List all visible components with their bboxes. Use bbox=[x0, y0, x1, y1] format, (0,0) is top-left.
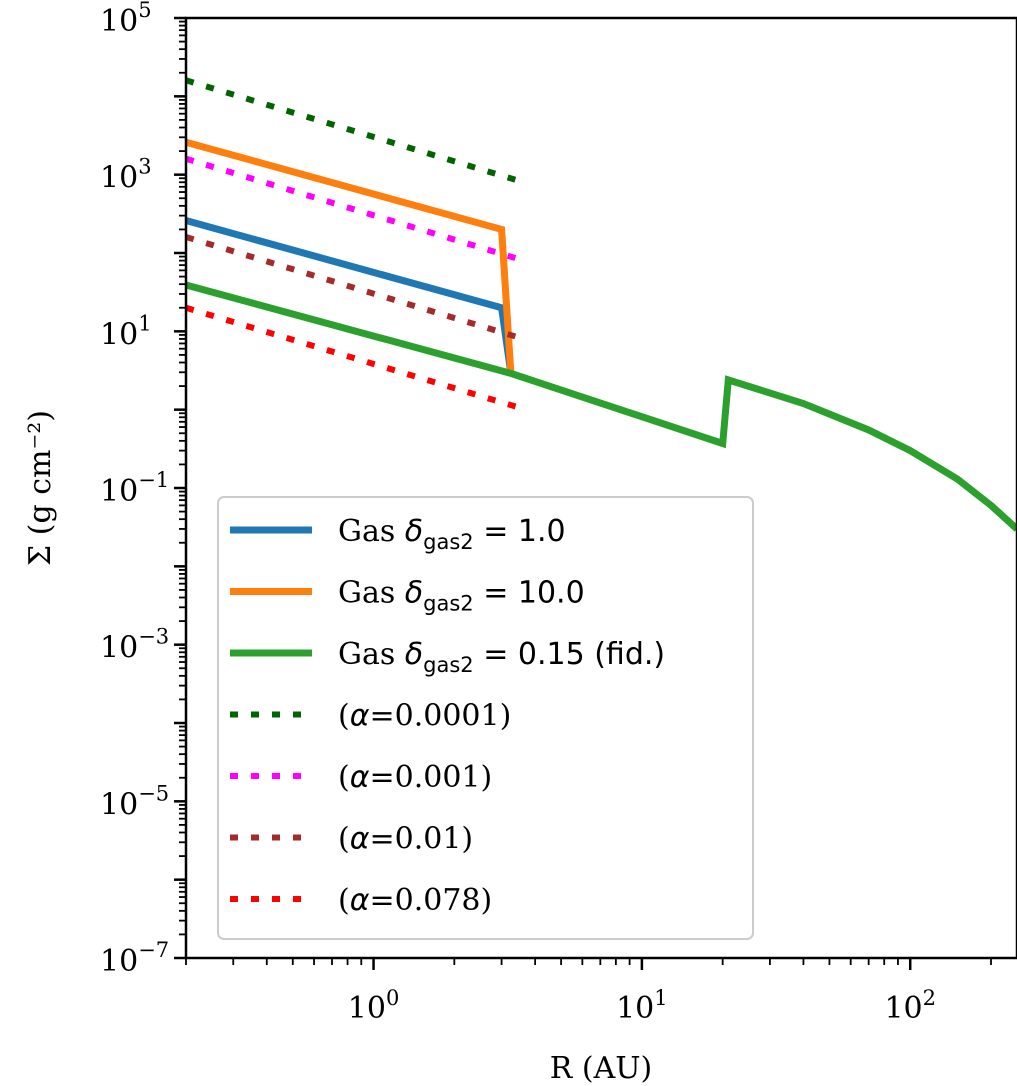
legend-label-6: (α=0.078) bbox=[338, 883, 492, 918]
y-tick-label-0: 105 bbox=[100, 0, 152, 39]
series-layer bbox=[186, 77, 1017, 532]
x-tick-label-2: 102 bbox=[884, 986, 936, 1026]
series-line-4 bbox=[186, 155, 521, 263]
series-line-1 bbox=[186, 138, 515, 374]
series-line-3 bbox=[186, 77, 521, 184]
legend-label-4: (α=0.001) bbox=[338, 760, 492, 795]
y-axis: 105 103 101 10−1 10−3 10−5 10−7 bbox=[100, 0, 186, 979]
series-line-6 bbox=[186, 304, 521, 411]
y-tick-label-6: 10−7 bbox=[100, 938, 169, 979]
x-tick-label-0: 100 bbox=[348, 986, 400, 1026]
legend-label-5: (α=0.01) bbox=[338, 822, 473, 857]
y-tick-label-5: 10−5 bbox=[100, 781, 169, 822]
legend-label-1: Gas δgas2 = 10.0 bbox=[338, 576, 585, 616]
y-tick-label-2: 101 bbox=[100, 311, 152, 352]
legend-box bbox=[217, 496, 754, 940]
x-axis: 100 101 102 bbox=[185, 958, 992, 1026]
y-tick-label-3: 10−1 bbox=[100, 468, 169, 509]
legend-label-0: Gas δgas2 = 1.0 bbox=[338, 514, 566, 554]
legend-label-2: Gas δgas2 = 0.15 (fid.) bbox=[338, 637, 665, 677]
legend-label-3: (α=0.0001) bbox=[338, 699, 511, 734]
y-tick-label-1: 103 bbox=[100, 155, 152, 196]
x-tick-label-1: 101 bbox=[616, 986, 668, 1026]
x-axis-label: R (AU) bbox=[550, 1051, 652, 1086]
y-tick-label-4: 10−3 bbox=[100, 625, 169, 666]
series-line-5 bbox=[186, 234, 521, 341]
series-line-2 bbox=[186, 281, 1017, 532]
legend: Gas δgas2 = 1.0 Gas δgas2 = 10.0 Gas δgas2… bbox=[217, 496, 754, 940]
y-axis-label: Σ (g cm⁻²) bbox=[23, 410, 58, 566]
